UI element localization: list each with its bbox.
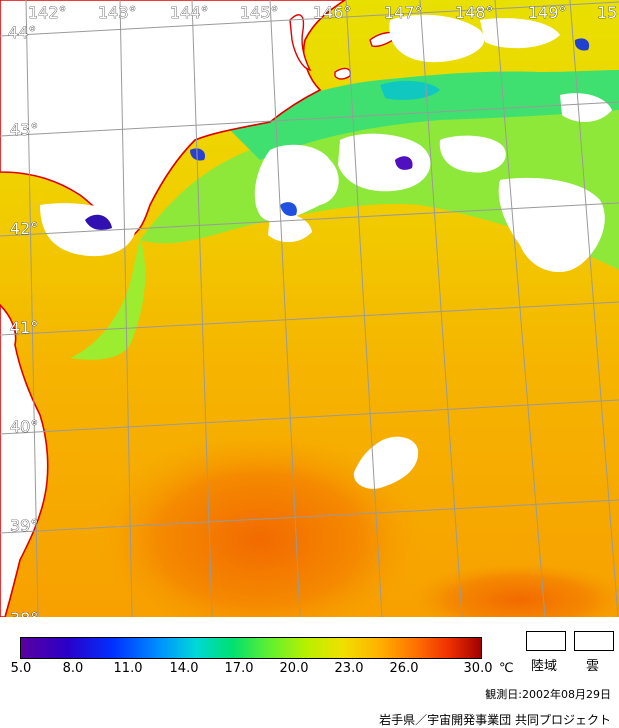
- lon-label: 145°: [240, 3, 279, 22]
- cold-spots: [85, 38, 590, 230]
- cyan-water-patch: [380, 80, 440, 100]
- graticule: [0, 0, 619, 617]
- color-bar-tick: 20.0: [279, 661, 309, 676]
- honshu-land: [0, 303, 49, 617]
- kurile-island-1: [289, 14, 312, 72]
- color-bar-tick: 26.0: [389, 661, 419, 676]
- color-bar-tick: 30.0: [463, 661, 493, 676]
- lat-label: 41°: [10, 318, 38, 337]
- lon-label: 146°: [313, 3, 352, 22]
- cloud-patches: [40, 14, 612, 489]
- cloud-swatch: [574, 631, 614, 651]
- lat-label: 40°: [10, 417, 38, 436]
- lat-label: 44°: [8, 23, 36, 42]
- lon-label: 148°: [455, 3, 494, 22]
- lat-label: 39°: [10, 516, 38, 535]
- lon-label: 149°: [528, 3, 567, 22]
- warm-water-region: [90, 430, 430, 617]
- lon-label: 143°: [98, 3, 137, 22]
- cool-water-north: [230, 70, 619, 160]
- land-swatch: [526, 631, 566, 651]
- legend-panel: 5.0 8.0 11.0 14.0 17.0 20.0 23.0 26.0 30…: [0, 617, 619, 728]
- color-bar-tick: 11.0: [113, 661, 143, 676]
- sea-surface-temperature-map: 142° 143° 144° 145° 146° 147° 148° 149° …: [0, 0, 619, 617]
- color-bar-tick: 5.0: [10, 661, 32, 676]
- kurile-island-3: [334, 67, 352, 80]
- temperature-unit: ℃: [499, 661, 514, 676]
- cloud-label: 雲: [586, 659, 600, 674]
- color-bar-tick: 23.0: [334, 661, 364, 676]
- lon-label: 144°: [170, 3, 209, 22]
- lon-label: 15: [597, 3, 617, 22]
- observation-date: 観測日:2002年08月29日: [485, 688, 611, 701]
- longitude-labels: 142° 143° 144° 145° 146° 147° 148° 149° …: [28, 3, 618, 23]
- color-bar-tick: 14.0: [169, 661, 199, 676]
- color-bar-tick: 8.0: [62, 661, 84, 676]
- credit-text: 岩手県／宇宙開発事業団 共同プロジェクト: [379, 713, 611, 727]
- temperature-color-bar: [20, 637, 482, 659]
- lon-label: 147°: [384, 3, 423, 22]
- lat-label: 43°: [10, 120, 38, 139]
- color-bar-tick: 17.0: [224, 661, 254, 676]
- latitude-labels: 44° 43° 42° 41° 40° 39° 38°: [8, 23, 39, 617]
- warm-water-region-east: [400, 560, 619, 617]
- lat-label: 38°: [10, 609, 38, 617]
- lat-label: 42°: [10, 219, 38, 238]
- land-label: 陸域: [531, 659, 558, 674]
- lon-label: 142°: [28, 3, 67, 22]
